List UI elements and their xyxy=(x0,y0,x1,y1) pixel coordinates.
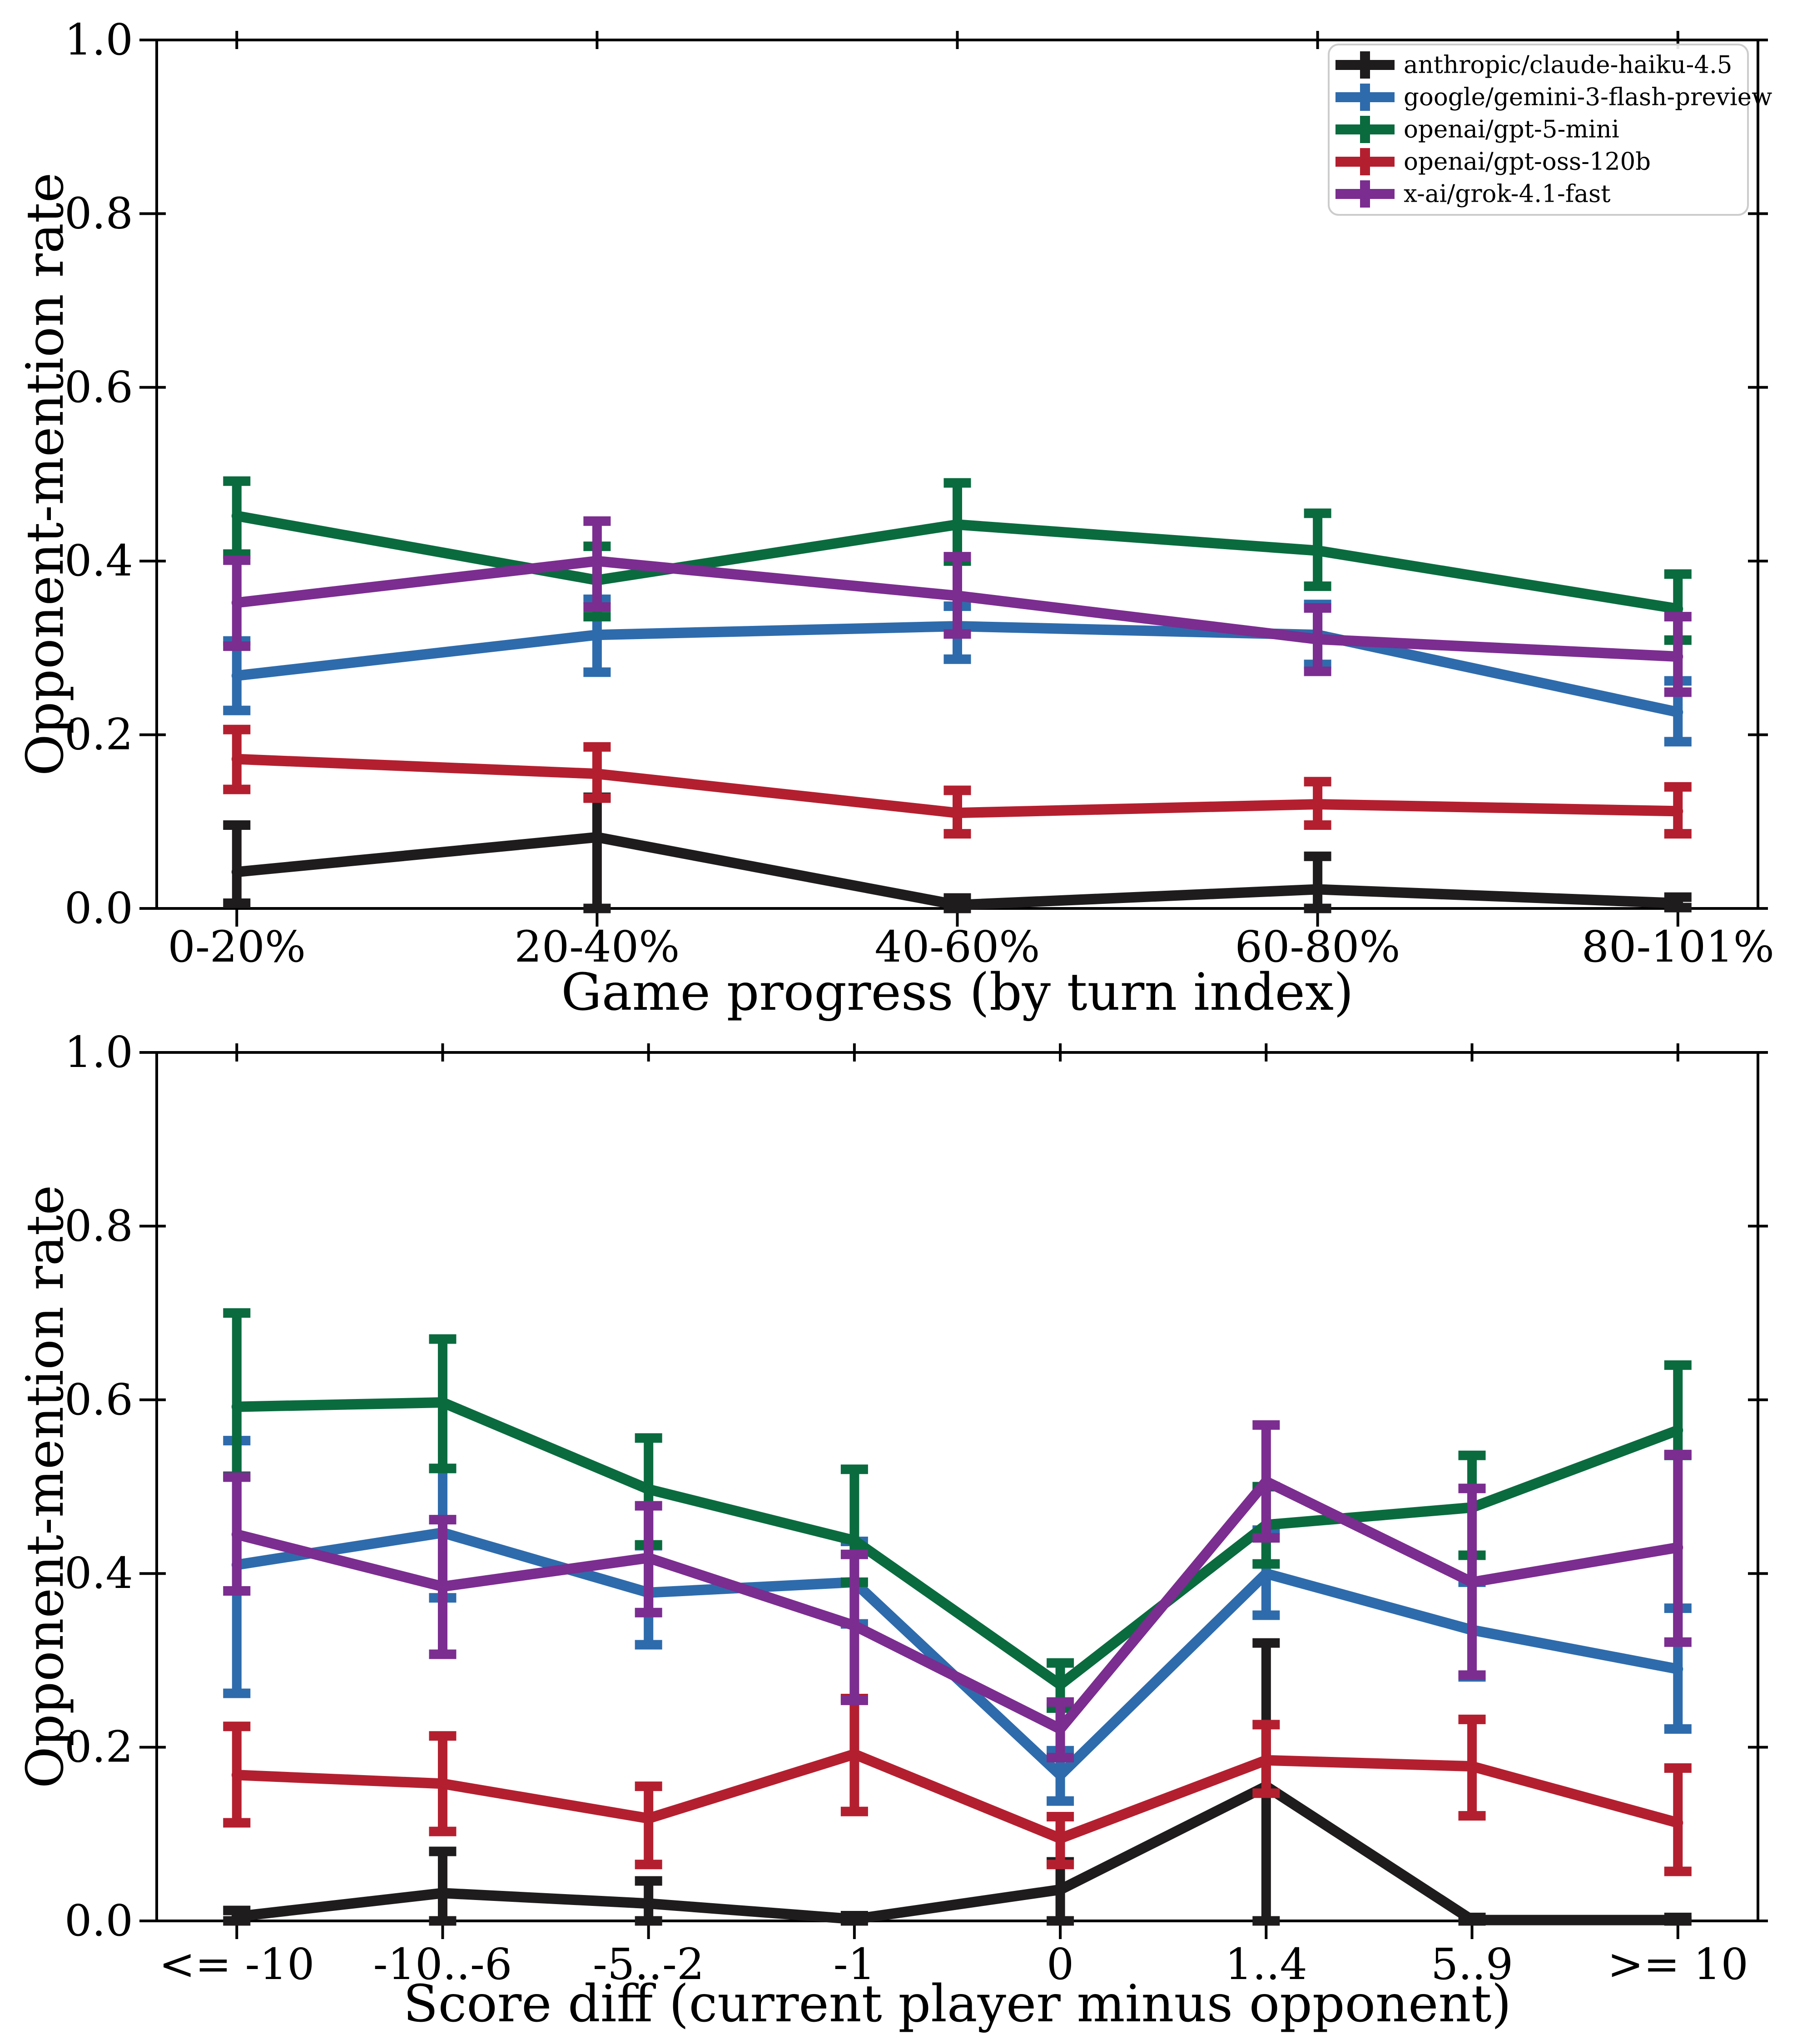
panel-top: 0.0 0.2 0.4 0.6 0.8 1.0 0-20% 20-40% 40-60% 60-80… xyxy=(16,15,1774,1022)
x-tick-label: 40-60% xyxy=(874,922,1040,972)
y-tick-label: 0.8 xyxy=(65,1201,133,1251)
y-tick-label: 0.6 xyxy=(65,1375,133,1425)
series-openai-gpt-oss-120b xyxy=(223,724,1692,839)
data-line xyxy=(231,1781,1683,1925)
legend-label: openai/gpt-5-mini xyxy=(1404,116,1619,144)
data-line xyxy=(231,556,1683,662)
series-anthropic-claude-haiku-4.5 xyxy=(223,792,1692,913)
legend-frame xyxy=(1328,44,1749,216)
x-tick-label: 1..4 xyxy=(1225,1940,1307,1989)
x-tick-label: 5..9 xyxy=(1431,1940,1513,1989)
x-tick-label: <= -10 xyxy=(159,1940,314,1989)
y-tick-label: 0.2 xyxy=(65,710,133,760)
x-axis-title: Score diff (current player minus opponen… xyxy=(403,1975,1512,2034)
panel-bottom: 0.0 0.2 0.4 0.6 0.8 1.0 <= -10 -10..-6 -5..-2 -1 0… xyxy=(16,1027,1768,2034)
legend-label: x-ai/grok-4.1-fast xyxy=(1404,180,1610,208)
y-tick-label: 0.4 xyxy=(65,1548,133,1598)
plot-border xyxy=(155,1051,1759,1922)
data-line xyxy=(231,1749,1683,1844)
series-x-ai-grok-4.1-fast xyxy=(223,516,1692,697)
data-line xyxy=(231,754,1683,819)
y-tick-label: 0.8 xyxy=(65,189,133,238)
data-line xyxy=(231,832,1683,910)
legend-entry: google/gemini-3-flash-preview xyxy=(1335,84,1772,111)
y-axis-title: Opponent-mention rate xyxy=(16,173,75,776)
y-ticks xyxy=(139,1051,1768,1922)
legend-label: anthropic/claude-haiku-4.5 xyxy=(1404,51,1733,79)
series-openai-gpt-oss-120b xyxy=(223,1694,1692,1876)
y-tick-label: 0.0 xyxy=(65,883,133,933)
x-tick-label: 80-101% xyxy=(1581,922,1774,972)
x-tick-label: 0-20% xyxy=(168,922,306,972)
x-tick-label: 20-40% xyxy=(514,922,680,972)
y-axis-title: Opponent-mention rate xyxy=(16,1185,75,1788)
legend-entry: openai/gpt-oss-120b xyxy=(1335,148,1651,176)
x-tick-label: -10..-6 xyxy=(373,1940,512,1989)
y-tick-label: 1.0 xyxy=(65,1027,133,1077)
y-tick-label: 0.4 xyxy=(65,536,133,586)
data-line xyxy=(231,1476,1683,1734)
data-line xyxy=(231,511,1683,614)
legend-entry: x-ai/grok-4.1-fast xyxy=(1335,180,1610,208)
x-tick-label: 60-80% xyxy=(1235,922,1400,972)
legend-entry: openai/gpt-5-mini xyxy=(1335,116,1619,144)
legend-label: google/gemini-3-flash-preview xyxy=(1404,84,1772,111)
x-tick-label: -1 xyxy=(834,1940,876,1989)
y-tick-label: 0.2 xyxy=(65,1722,133,1772)
y-ticks xyxy=(139,39,1768,910)
x-axis-title: Game progress (by turn index) xyxy=(561,963,1354,1022)
data-line xyxy=(231,1397,1683,1690)
series-openai-gpt-5-mini xyxy=(223,476,1692,645)
x-tick-label: >= 10 xyxy=(1608,1940,1748,1989)
series-x-ai-grok-4.1-fast xyxy=(223,1420,1692,1763)
legend-entry: anthropic/claude-haiku-4.5 xyxy=(1335,51,1733,79)
legend: anthropic/claude-haiku-4.5 google/gemini-… xyxy=(1328,44,1772,216)
legend-label: openai/gpt-oss-120b xyxy=(1404,148,1651,176)
x-tick-label: 0 xyxy=(1047,1940,1074,1989)
y-tick-label: 1.0 xyxy=(65,15,133,65)
y-tick-label: 0.0 xyxy=(65,1896,133,1946)
x-tick-label: -5..-2 xyxy=(593,1940,704,1989)
y-tick-label: 0.6 xyxy=(65,362,133,412)
